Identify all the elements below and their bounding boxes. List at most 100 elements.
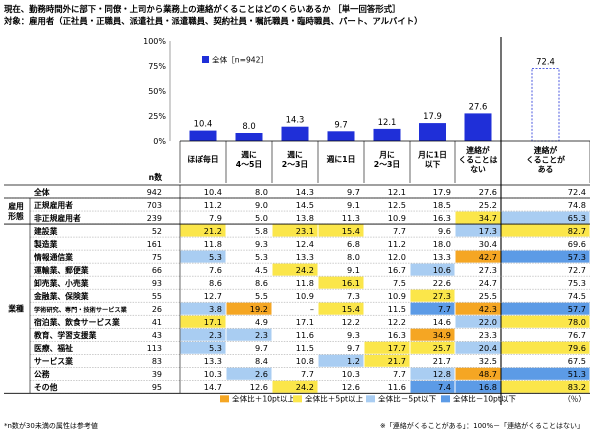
bar-0 xyxy=(189,130,217,141)
cell-value: 32.5 xyxy=(479,356,497,366)
cell-value: 4.5 xyxy=(255,265,268,275)
cell-value: 13.3 xyxy=(296,252,314,262)
cell-value: 11.3 xyxy=(342,213,360,223)
cell-value: 13.8 xyxy=(296,213,314,223)
cell-value: 2.3 xyxy=(209,330,222,340)
cell-value: 22.6 xyxy=(433,278,451,288)
cell-value: 10.3 xyxy=(204,369,222,379)
bar-4 xyxy=(373,128,401,141)
legend-swatch-o xyxy=(220,395,229,403)
row-n: 93 xyxy=(152,279,162,288)
category-label: 月に xyxy=(378,151,395,160)
row-n: 113 xyxy=(147,344,162,353)
category-label: ある xyxy=(538,165,554,174)
cell-value: 7.6 xyxy=(209,265,222,275)
cell-value: 2.6 xyxy=(255,369,268,379)
y-tick-label: 25% xyxy=(148,112,166,121)
highlight-cell xyxy=(455,224,501,237)
cell-value: 10.3 xyxy=(342,369,360,379)
cell-value: 27.3 xyxy=(479,265,497,275)
cell-value: 7.7 xyxy=(393,226,406,236)
cell-value: 15.4 xyxy=(342,304,360,314)
legend-swatch-y xyxy=(293,395,302,403)
row-label: 情報通信業 xyxy=(34,252,73,262)
highlight-cell xyxy=(501,302,590,315)
cell-value: 23.3 xyxy=(479,330,497,340)
cell-value: 34.7 xyxy=(479,213,497,223)
cell-value: 21.7 xyxy=(388,356,406,366)
cell-value: 9.1 xyxy=(347,265,360,275)
cell-value: 17.1 xyxy=(204,317,222,327)
cell-value: 57.3 xyxy=(568,252,586,262)
legend-text-b: 全体比－5pt以下 xyxy=(378,393,437,403)
row-n: 43 xyxy=(152,331,162,340)
cell-value: 12.0 xyxy=(388,252,406,262)
bar-value-label: 10.4 xyxy=(194,119,213,129)
cell-value: 17.9 xyxy=(433,187,451,197)
cell-value: 14.6 xyxy=(433,317,451,327)
highlight-cell xyxy=(226,302,272,315)
cell-value: 7.7 xyxy=(301,369,314,379)
cell-value: 16.3 xyxy=(388,330,406,340)
cell-value: 11.5 xyxy=(388,304,406,314)
highlight-cell xyxy=(318,224,364,237)
cell-value: 16.7 xyxy=(388,265,406,275)
cell-value: 7.3 xyxy=(347,291,360,301)
highlight-cell xyxy=(318,302,364,315)
highlight-cell xyxy=(455,315,501,328)
row-n: 41 xyxy=(152,318,162,327)
cell-value: 15.4 xyxy=(342,226,360,236)
row-label: 宿泊業、飲食サービス業 xyxy=(34,317,120,327)
cell-value: 25.5 xyxy=(479,291,497,301)
cell-value: 9.3 xyxy=(255,239,268,249)
cell-value: 30.4 xyxy=(479,239,497,249)
cell-value: 12.6 xyxy=(342,382,360,392)
cell-value: 13.3 xyxy=(433,252,451,262)
cell-value: 16.1 xyxy=(342,278,360,288)
cell-value: 24.2 xyxy=(296,265,314,275)
highlight-cell xyxy=(410,367,455,380)
row-n: 239 xyxy=(147,214,162,223)
category-label: くることが xyxy=(526,155,565,165)
cell-value: 9.1 xyxy=(347,200,360,210)
footnote-right: ※「連絡がくることがある」：100%－「連絡がくることはない」 xyxy=(379,422,584,430)
row-n: 161 xyxy=(147,240,162,249)
row-label: サービス業 xyxy=(34,356,73,366)
cell-value: 14.3 xyxy=(296,187,314,197)
category-label: 週に xyxy=(241,151,257,160)
cell-value: 8.0 xyxy=(255,187,268,197)
cell-value: 27.3 xyxy=(433,291,451,301)
cell-value: 18.5 xyxy=(433,200,451,210)
cell-value: 48.7 xyxy=(479,369,497,379)
cell-value: 7.7 xyxy=(393,369,406,379)
cell-value: 11.2 xyxy=(388,239,406,249)
cell-value: 1.2 xyxy=(347,356,360,366)
highlight-cell xyxy=(180,328,226,341)
cell-value: 8.6 xyxy=(209,278,222,288)
cell-value: 74.5 xyxy=(568,291,586,301)
unit-label: （％） xyxy=(563,394,586,403)
cell-value: 12.5 xyxy=(388,200,406,210)
highlight-cell xyxy=(226,328,272,341)
row-label: 医療、福祉 xyxy=(34,343,73,353)
cell-value: 7.4 xyxy=(438,382,451,392)
cell-value: 42.3 xyxy=(479,304,497,314)
cell-value: 11.6 xyxy=(296,330,314,340)
chart-subtitle: 対象：雇用者（正社員・正職員、派遣社員・派遣職員、契約社員・嘱託職員・臨時職員、… xyxy=(4,16,423,26)
bar-value-label: 17.9 xyxy=(423,111,442,121)
cell-value: 7.5 xyxy=(393,278,406,288)
cell-value: – xyxy=(310,304,314,314)
category-label: 連絡が xyxy=(534,145,558,155)
cell-value: 34.9 xyxy=(433,330,451,340)
cell-value: 10.9 xyxy=(388,213,406,223)
cell-value: 72.4 xyxy=(568,187,586,197)
row-label: 教育、学習支援業 xyxy=(33,330,97,340)
cell-value: 12.4 xyxy=(296,239,314,249)
cell-value: 22.0 xyxy=(479,317,497,327)
y-tick-label: 100% xyxy=(143,37,166,46)
cell-value: 5.3 xyxy=(255,252,268,262)
row-label: 公務 xyxy=(34,369,50,379)
cell-value: 79.6 xyxy=(568,343,586,353)
cell-value: 11.6 xyxy=(388,382,406,392)
cell-value: 12.2 xyxy=(388,317,406,327)
